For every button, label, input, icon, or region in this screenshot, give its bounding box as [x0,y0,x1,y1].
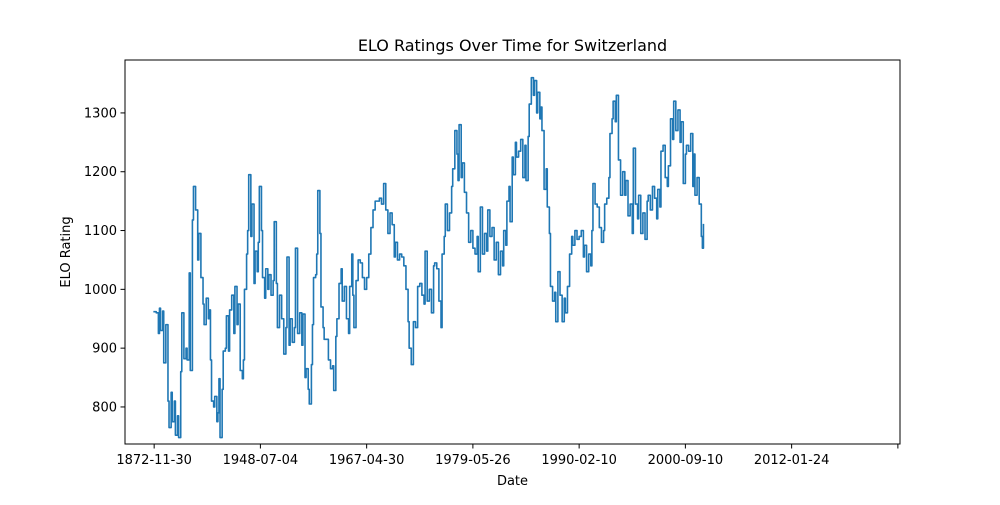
y-tick-label: 900 [92,342,117,357]
y-axis: 800 900 1000 1100 1200 1300 [84,106,125,415]
x-tick-label: 1979-05-26 [435,453,511,468]
series-layer [153,76,705,439]
y-tick-label: 1200 [84,165,117,180]
y-tick-label: 1100 [84,224,117,239]
plot-background [125,60,900,444]
chart-title: ELO Ratings Over Time for Switzerland [358,36,667,55]
x-tick-label: 1948-07-04 [223,453,299,468]
y-axis-label: ELO Rating [59,216,74,287]
y-tick-label: 800 [92,400,117,415]
x-tick-label: 1967-04-30 [329,453,405,468]
x-axis: 1872-11-30 1948-07-04 1967-04-30 1979-05-26… [116,444,899,468]
y-tick-label: 1300 [84,106,117,121]
plot-frame [124,59,901,445]
x-tick-label: 2012-01-24 [754,453,830,468]
series-line [153,76,705,439]
x-tick-label: 1872-11-30 [116,453,192,468]
y-tick-label: 1000 [84,283,117,298]
x-axis-label: Date [497,474,528,489]
x-tick-label: 2000-09-10 [648,453,724,468]
x-tick-label: 1990-02-10 [541,453,617,468]
